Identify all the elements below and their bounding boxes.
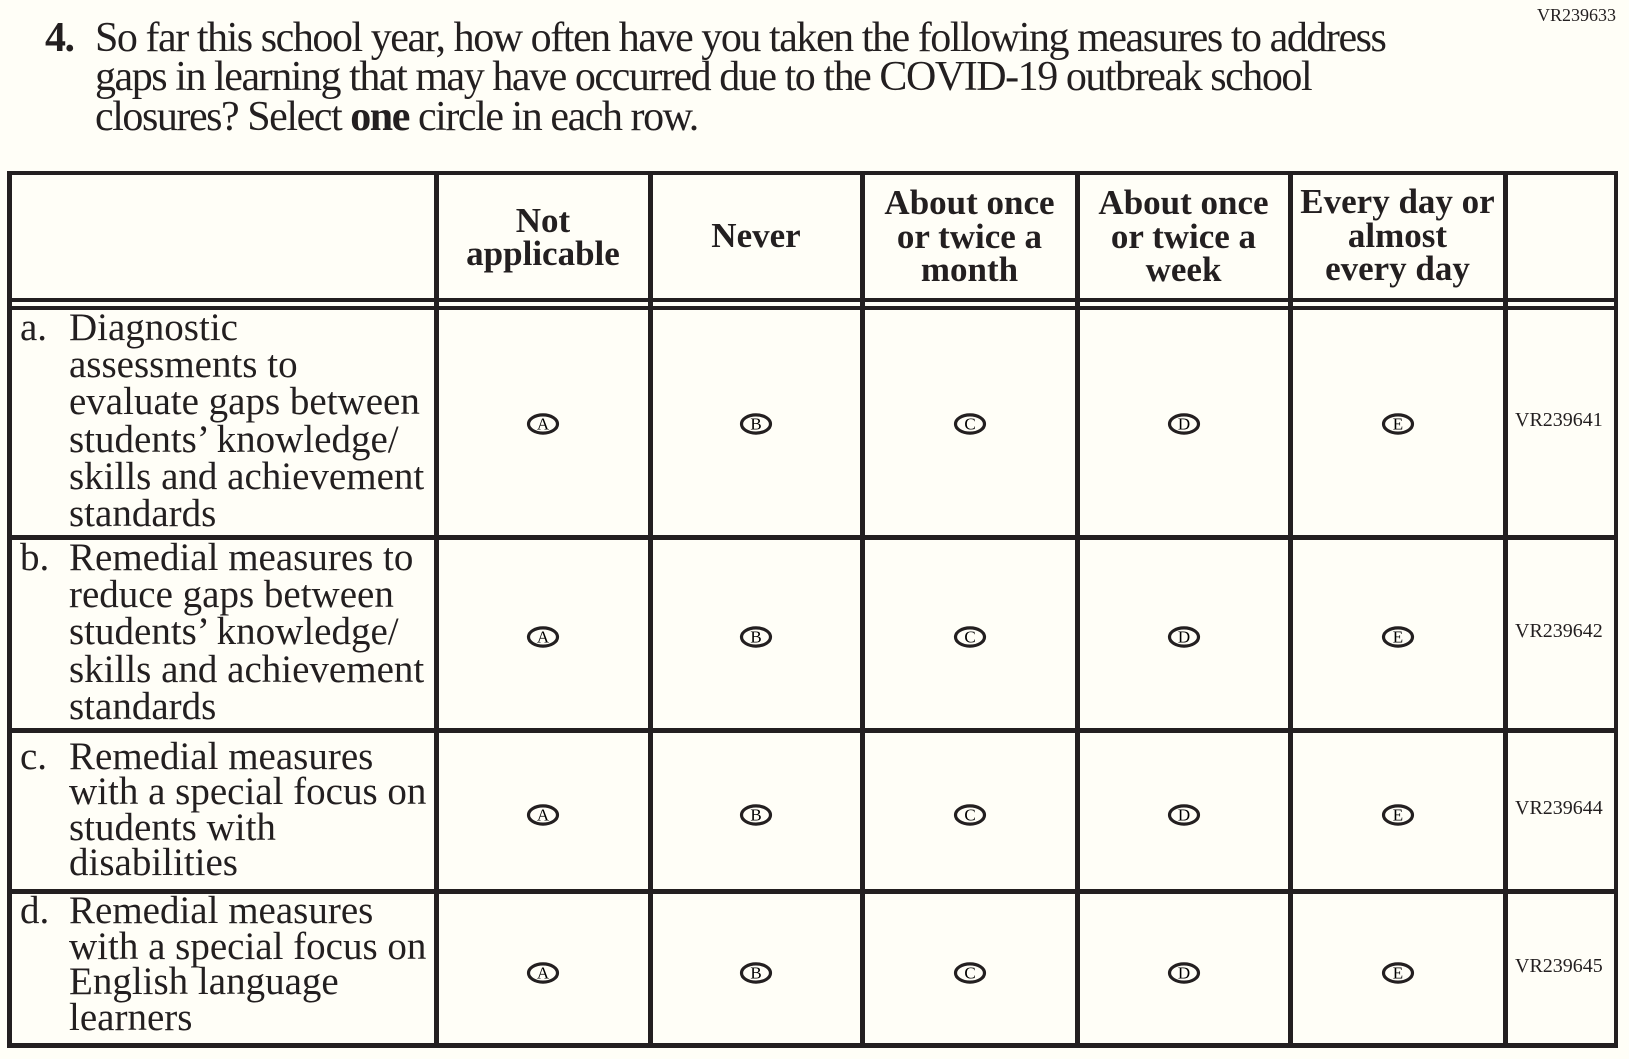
svg-text:C: C [964, 805, 975, 824]
svg-text:D: D [1177, 963, 1189, 982]
svg-text:B: B [750, 627, 761, 646]
svg-text:D: D [1177, 805, 1189, 824]
svg-text:D: D [1177, 627, 1189, 646]
svg-text:E: E [1392, 415, 1402, 434]
svg-text:B: B [750, 963, 761, 982]
svg-text:C: C [964, 415, 975, 434]
svg-text:A: A [537, 805, 550, 824]
svg-text:D: D [1177, 415, 1189, 434]
svg-text:A: A [537, 963, 550, 982]
svg-text:C: C [964, 627, 975, 646]
svg-text:B: B [750, 415, 761, 434]
svg-text:E: E [1392, 627, 1402, 646]
svg-text:E: E [1392, 805, 1402, 824]
svg-text:E: E [1392, 963, 1402, 982]
svg-text:A: A [537, 627, 550, 646]
svg-text:B: B [750, 805, 761, 824]
svg-text:A: A [537, 415, 550, 434]
svg-text:C: C [964, 963, 975, 982]
